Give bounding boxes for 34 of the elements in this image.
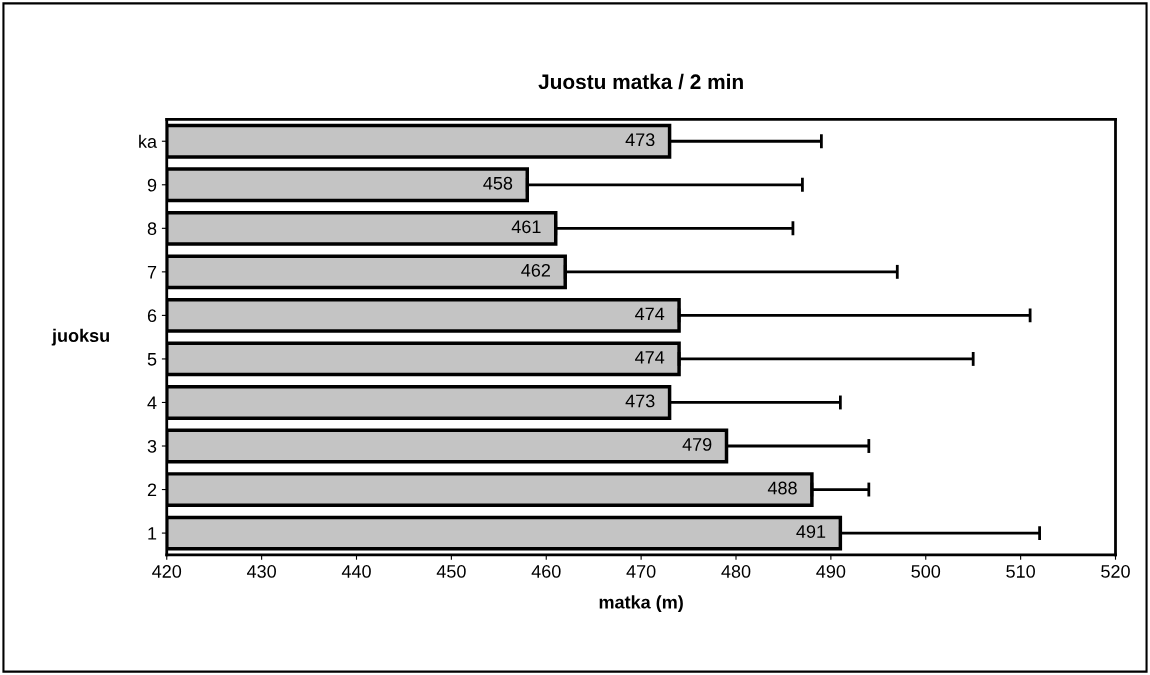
x-tick-label: 470 xyxy=(626,565,656,578)
x-tick-label: 420 xyxy=(152,565,182,578)
data-label: 474 xyxy=(635,351,665,364)
y-tick-label: 8 xyxy=(147,222,157,236)
data-label: 488 xyxy=(767,481,797,495)
x-tick-label: 520 xyxy=(1101,565,1130,578)
y-tick-label: 4 xyxy=(147,396,157,410)
y-axis-title: juoksu xyxy=(51,328,109,346)
data-label: 474 xyxy=(635,307,665,321)
data-label: 479 xyxy=(682,438,712,451)
x-tick-label: 440 xyxy=(341,565,371,578)
x-tick-label: 460 xyxy=(531,565,561,578)
y-tick-label: 6 xyxy=(147,309,157,323)
data-label: 473 xyxy=(625,394,655,408)
x-axis-title: matka (m) xyxy=(599,595,683,613)
y-tick-label: 9 xyxy=(147,178,157,192)
y-tick-label: 7 xyxy=(147,265,157,279)
y-tick-label: ka xyxy=(139,134,158,148)
x-tick-label: 450 xyxy=(436,565,466,578)
x-tick-label: 500 xyxy=(911,565,941,578)
data-label: 473 xyxy=(625,133,655,147)
y-tick-label: 5 xyxy=(147,353,157,366)
data-label: 462 xyxy=(521,263,550,277)
chart-title: Juostu matka / 2 min xyxy=(538,73,743,90)
x-tick-label: 510 xyxy=(1006,565,1035,578)
y-tick-label: 3 xyxy=(147,439,157,453)
x-tick-label: 430 xyxy=(246,565,276,578)
y-tick-label: 1 xyxy=(148,527,157,540)
x-tick-label: 480 xyxy=(721,565,751,578)
data-label: 491 xyxy=(796,525,826,538)
y-tick-label: 2 xyxy=(147,483,157,497)
x-tick-label: 490 xyxy=(816,565,846,578)
data-label: 461 xyxy=(511,220,541,234)
data-label: 458 xyxy=(483,176,513,190)
